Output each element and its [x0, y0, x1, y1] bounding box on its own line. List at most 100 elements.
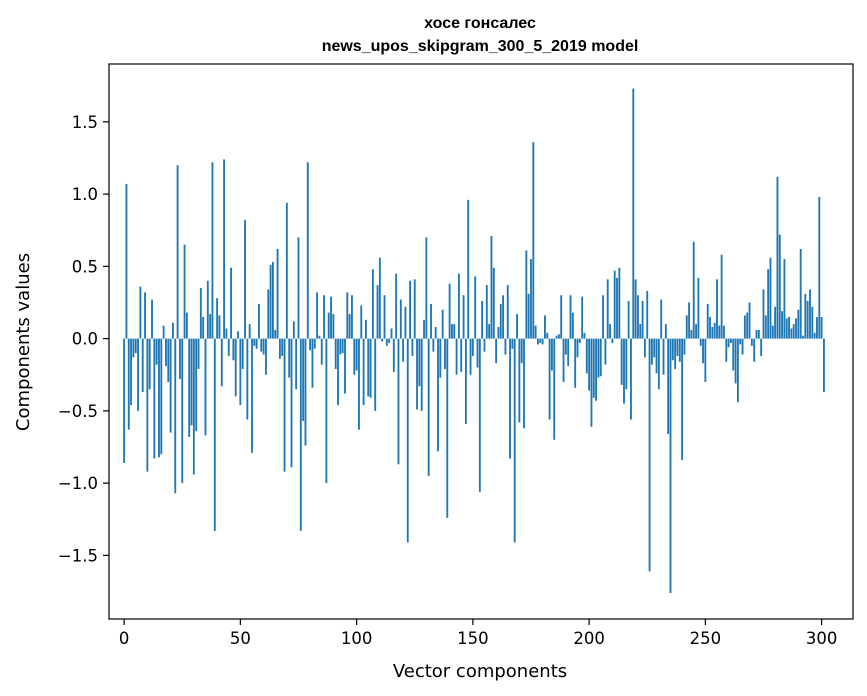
bar-43: [223, 159, 226, 339]
y-tick-label-6: 1.5: [72, 113, 98, 132]
bar-156: [485, 285, 488, 339]
bar-97: [348, 314, 351, 339]
bar-9: [144, 292, 146, 339]
x-tick-label-300: 300: [806, 629, 838, 648]
bar-187: [557, 334, 560, 339]
bar-219: [632, 88, 635, 339]
bar-241: [683, 338, 686, 355]
bar-281: [776, 176, 779, 339]
bar-131: [427, 338, 430, 476]
bar-38: [211, 162, 214, 339]
bar-188: [560, 295, 563, 339]
bar-56: [253, 338, 256, 346]
bar-36: [206, 280, 209, 339]
bar-152: [476, 338, 479, 368]
bar-60: [262, 338, 265, 355]
bar-54: [248, 324, 251, 339]
bar-64: [271, 262, 274, 339]
bar-63: [269, 264, 272, 339]
bar-297: [813, 332, 816, 339]
bar-98: [351, 295, 353, 339]
bar-59: [260, 338, 263, 352]
bar-301: [823, 338, 825, 393]
bar-254: [713, 322, 716, 339]
bar-282: [778, 234, 781, 339]
bar-206: [602, 295, 604, 339]
bar-4: [132, 338, 135, 358]
bar-39: [213, 338, 216, 531]
bar-138: [444, 338, 446, 369]
bar-154: [481, 301, 484, 339]
bar-0: [123, 338, 126, 463]
bar-167: [511, 338, 514, 349]
bar-95: [344, 338, 346, 394]
bar-57: [255, 338, 258, 349]
bar-153: [478, 338, 481, 492]
bar-107: [371, 269, 374, 339]
bar-86: [323, 295, 325, 339]
x-tick-label-100: 100: [341, 629, 373, 648]
bar-26: [183, 244, 186, 339]
x-tick-label-150: 150: [457, 629, 489, 648]
bar-20: [169, 338, 172, 433]
bar-104: [364, 319, 367, 339]
bar-155: [483, 338, 486, 352]
bar-50: [239, 338, 242, 406]
bar-79: [306, 162, 309, 339]
y-axis-ticks: −1.5 −1.0 −0.5 0.0 0.5 1.0 1.5: [58, 113, 109, 565]
bar-159: [492, 267, 495, 339]
bar-110: [378, 257, 381, 339]
bar-263: [734, 338, 737, 384]
chart-title: хосе гонсалес: [424, 15, 536, 32]
bar-196: [578, 338, 581, 343]
bar-135: [437, 338, 439, 452]
bar-251: [706, 303, 709, 339]
bar-229: [655, 338, 658, 374]
bar-276: [764, 315, 767, 339]
bar-80: [309, 338, 312, 351]
bar-145: [460, 338, 463, 372]
bar-125: [413, 279, 416, 339]
bar-115: [390, 328, 393, 339]
bar-259: [725, 338, 728, 362]
bar-193: [571, 312, 574, 339]
bar-17: [162, 325, 165, 339]
bar-256: [718, 325, 721, 339]
bar-129: [423, 319, 425, 339]
bar-19: [167, 338, 170, 382]
bar-277: [767, 269, 770, 339]
bar-10: [146, 338, 149, 472]
bar-279: [771, 325, 774, 339]
bar-76: [299, 338, 302, 531]
bar-290: [797, 309, 800, 339]
bar-177: [534, 325, 537, 339]
bar-124: [411, 338, 414, 356]
y-tick-label-2: −0.5: [58, 402, 98, 421]
bar-204: [597, 338, 600, 378]
y-axis-label: Components values: [13, 253, 34, 431]
bar-217: [627, 301, 630, 339]
bar-40: [216, 298, 219, 339]
bar-169: [516, 314, 518, 339]
bar-88: [327, 312, 330, 339]
bar-247: [697, 277, 700, 339]
bar-239: [678, 338, 681, 362]
bar-190: [564, 338, 567, 355]
bar-87: [325, 338, 328, 484]
bar-244: [690, 329, 693, 339]
bar-238: [676, 338, 679, 356]
bar-231: [660, 299, 663, 339]
bar-51: [241, 338, 244, 369]
bar-28: [188, 338, 191, 437]
bar-90: [332, 314, 335, 339]
y-tick-label-3: 0.0: [72, 330, 98, 349]
y-tick-label-1: −1.0: [58, 474, 98, 493]
bar-200: [588, 338, 591, 391]
bar-12: [151, 299, 153, 339]
bar-212: [616, 277, 618, 339]
bar-119: [399, 299, 402, 339]
x-axis-ticks: 0 50 100 150 200 250 300: [119, 619, 838, 648]
bar-215: [623, 338, 625, 404]
bar-162: [499, 303, 502, 339]
bar-202: [592, 338, 595, 398]
